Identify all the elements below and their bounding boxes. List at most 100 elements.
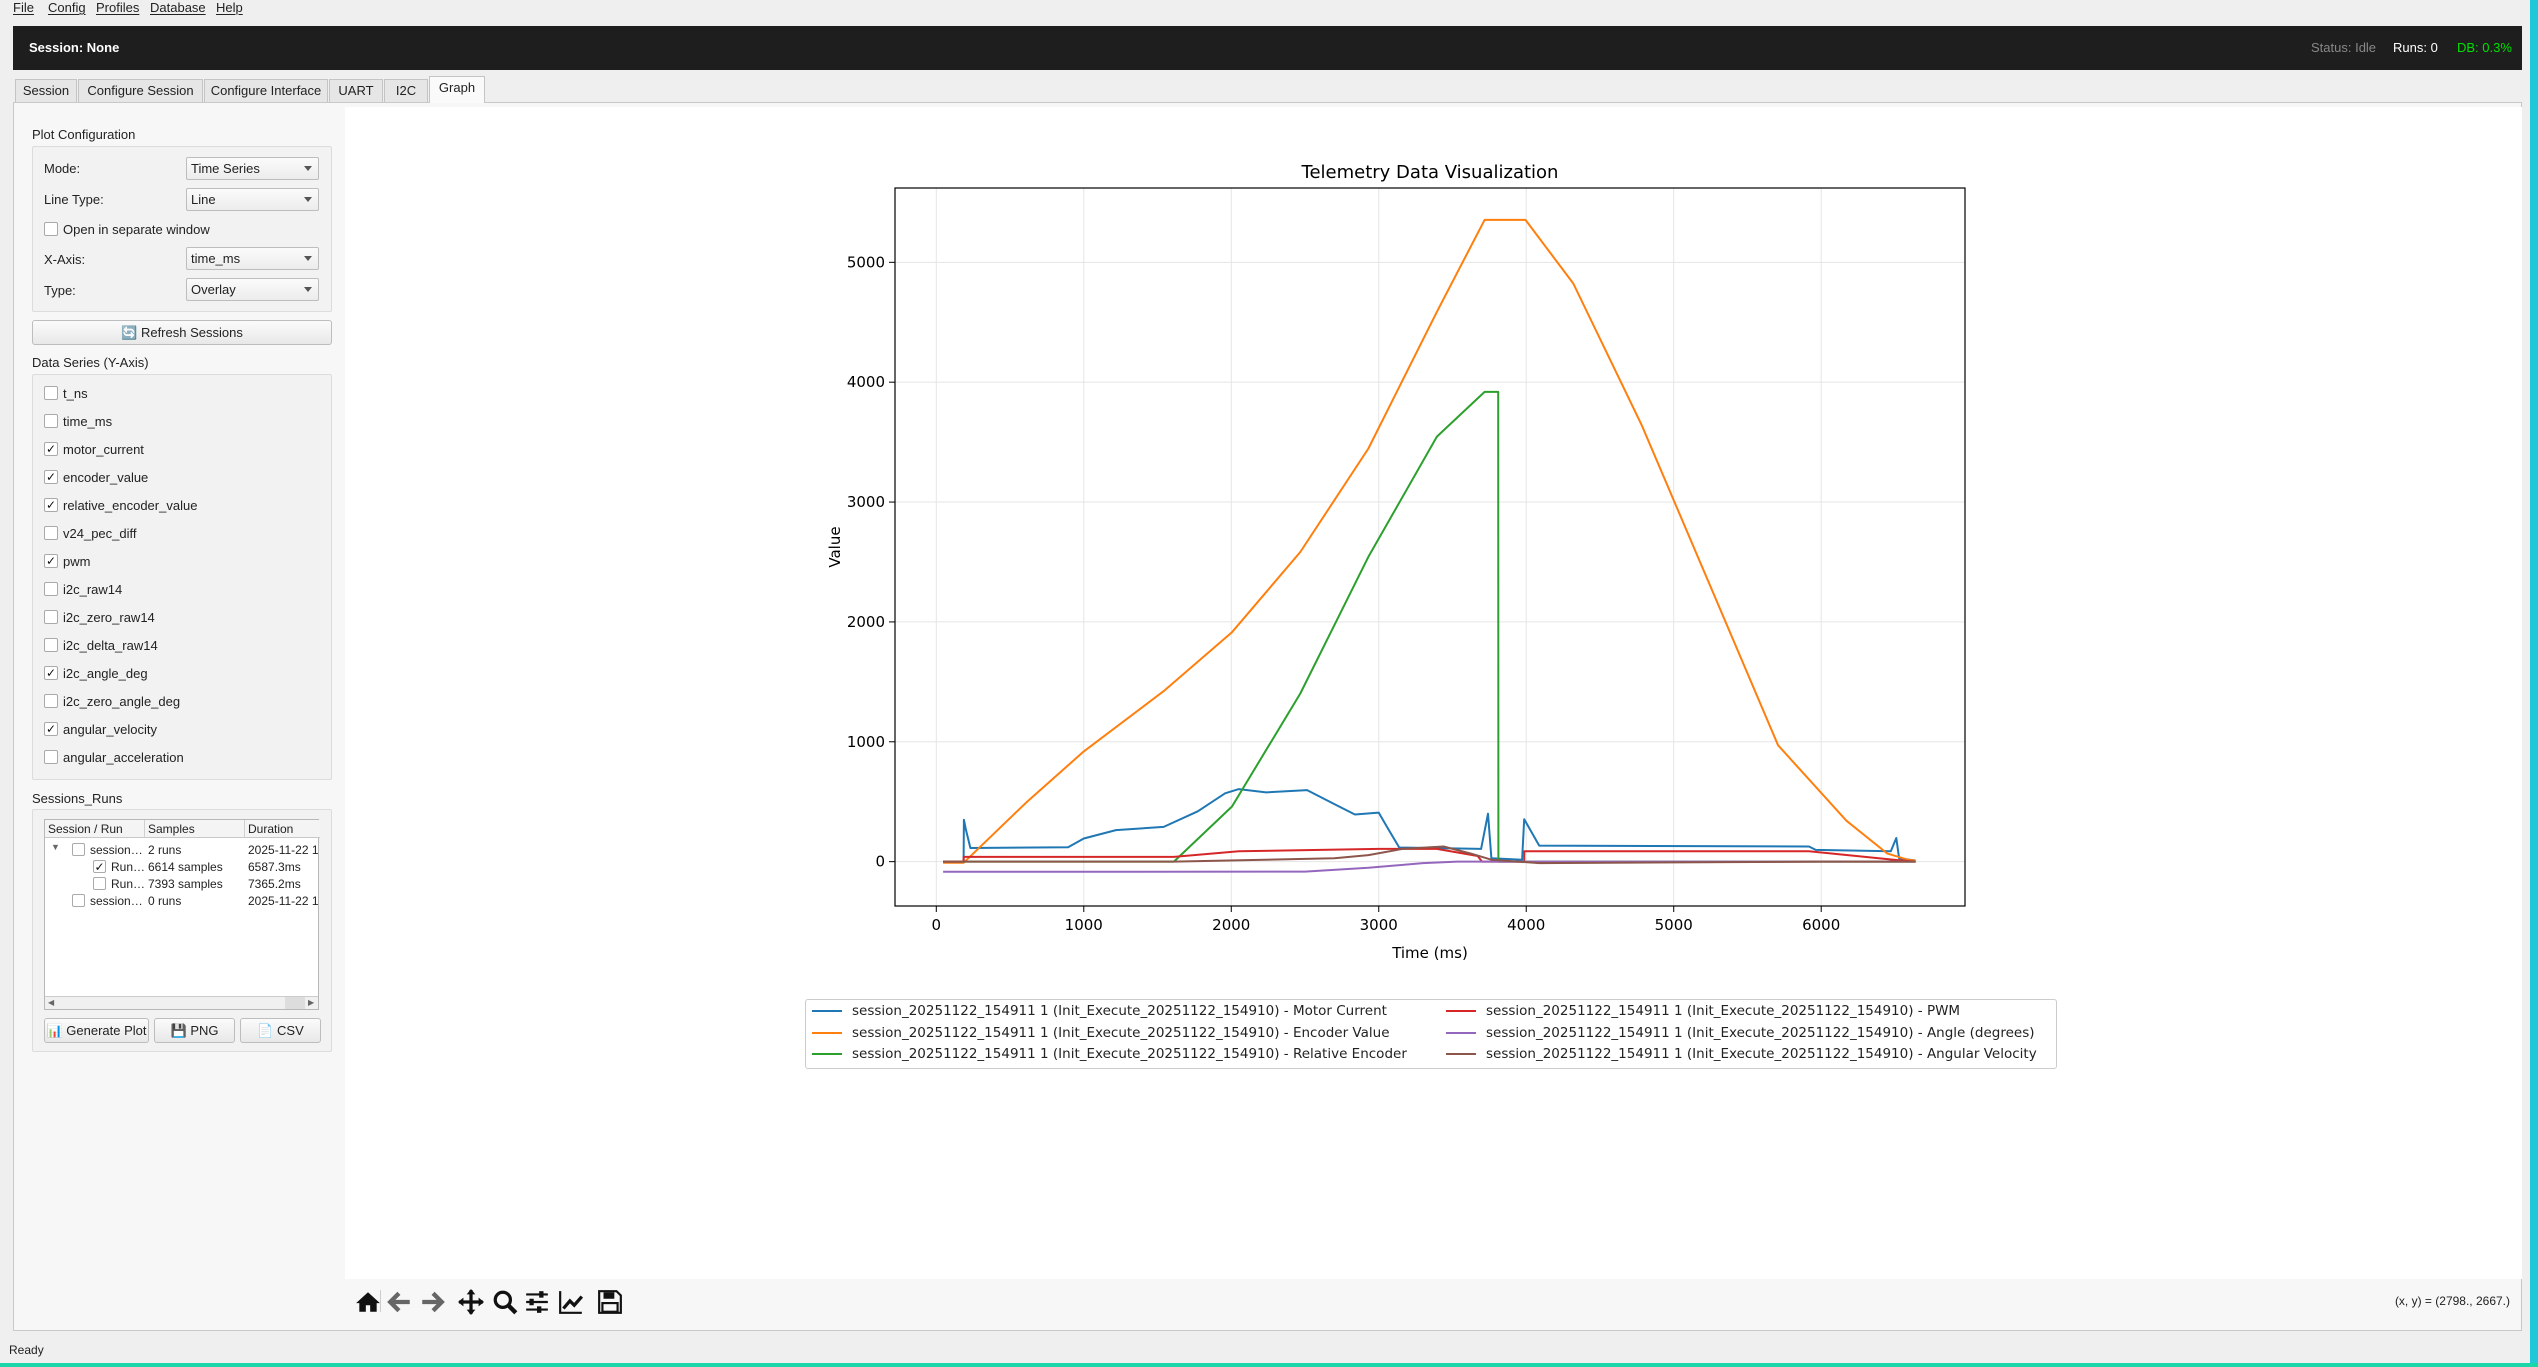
xaxis-label: X-Axis:: [44, 252, 86, 267]
png-button[interactable]: 💾 PNG: [154, 1018, 235, 1043]
series-label: i2c_delta_raw14: [63, 638, 158, 653]
series-checkbox-angular-velocity[interactable]: ✓: [44, 722, 58, 736]
x-tick-label: 1000: [1065, 916, 1103, 934]
menu-help[interactable]: Help: [216, 0, 243, 15]
column-session-run[interactable]: Session / Run: [45, 820, 145, 838]
status-text: Status: Idle: [2311, 40, 2377, 55]
run-checkbox[interactable]: [93, 877, 106, 890]
chevron-down-icon: [304, 166, 312, 171]
tree-row[interactable]: ✓ Run… 6614 samples 6587.3ms: [45, 859, 318, 876]
x-tick-label: 6000: [1802, 916, 1840, 934]
series-checkbox-v24-pec-diff[interactable]: [44, 526, 58, 540]
menu-file[interactable]: File: [13, 0, 34, 15]
forward-icon[interactable]: [419, 1289, 445, 1315]
menu-database[interactable]: Database: [150, 0, 206, 15]
series-label: i2c_zero_angle_deg: [63, 694, 181, 709]
series-line-4: [943, 860, 1916, 873]
type-select[interactable]: Overlay: [186, 278, 319, 301]
separate-window-checkbox[interactable]: [44, 222, 58, 236]
mode-label: Mode:: [44, 161, 81, 176]
configure-subplots-icon[interactable]: [524, 1289, 550, 1315]
series-label: i2c_raw14: [63, 582, 123, 597]
series-checkbox-i2c-zero-raw14[interactable]: [44, 610, 58, 624]
type-value: Overlay: [191, 282, 236, 297]
series-checkbox-t-ns[interactable]: [44, 386, 58, 400]
scroll-right-icon[interactable]: ▶: [308, 998, 315, 1007]
legend-swatch: [812, 1010, 842, 1012]
xaxis-select[interactable]: time_ms: [186, 247, 319, 270]
chevron-down-icon: [304, 256, 312, 261]
series-checkbox-relative-encoder-value[interactable]: ✓: [44, 498, 58, 512]
data-series-group: [32, 374, 332, 780]
telemetry-chart[interactable]: 0 1000 2000 3000 4000 5000 6000 0 1000 2000 3000 40…: [780, 150, 2080, 970]
series-label: i2c_angle_deg: [63, 666, 148, 681]
refresh-sessions-button[interactable]: 🔄 Refresh Sessions: [32, 320, 332, 345]
mode-value: Time Series: [191, 161, 260, 176]
series-checkbox-motor-current[interactable]: ✓: [44, 442, 58, 456]
row-samples: 2 runs: [148, 843, 182, 857]
column-duration[interactable]: Duration: [245, 820, 320, 838]
expand-arrow-icon[interactable]: ▼: [51, 842, 60, 852]
menu-profiles[interactable]: Profiles: [96, 0, 140, 15]
series-line-2: [943, 390, 1916, 863]
legend-swatch: [1446, 1053, 1476, 1055]
legend-entry: session_20251122_154911 1 (Init_Execute_…: [812, 1003, 1387, 1019]
y-tick-label: 1000: [847, 733, 885, 751]
x-tick-label: 5000: [1655, 916, 1693, 934]
pan-icon[interactable]: [458, 1289, 484, 1315]
legend-entry: session_20251122_154911 1 (Init_Execute_…: [1446, 1025, 2035, 1041]
scroll-left-icon[interactable]: ◀: [48, 998, 55, 1007]
tree-row[interactable]: Run… 7393 samples 7365.2ms: [45, 876, 318, 893]
save-icon[interactable]: [597, 1289, 623, 1315]
toolbar-divider: [380, 1290, 381, 1312]
plot-canvas[interactable]: [345, 107, 2522, 1279]
tab-configure-session[interactable]: Configure Session: [78, 79, 203, 102]
run-checkbox[interactable]: [72, 843, 85, 856]
series-label: i2c_zero_raw14: [63, 610, 155, 625]
zoom-icon[interactable]: [492, 1289, 518, 1315]
data-series-title: Data Series (Y-Axis): [32, 355, 149, 370]
tree-row[interactable]: ▼ session… 2 runs 2025-11-22 1·: [45, 842, 318, 859]
run-checkbox[interactable]: [72, 894, 85, 907]
series-checkbox-time-ms[interactable]: [44, 414, 58, 428]
edit-axes-icon[interactable]: [558, 1289, 584, 1315]
tab-session[interactable]: Session: [15, 79, 77, 102]
generate-plot-button[interactable]: 📊 Generate Plot: [44, 1018, 149, 1043]
home-icon[interactable]: [355, 1289, 381, 1315]
mode-select[interactable]: Time Series: [186, 157, 319, 180]
legend-label: session_20251122_154911 1 (Init_Execute_…: [852, 1046, 1407, 1062]
series-checkbox-angular-acceleration[interactable]: [44, 750, 58, 764]
series-label: v24_pec_diff: [63, 526, 137, 541]
series-checkbox-i2c-raw14[interactable]: [44, 582, 58, 596]
series-checkbox-encoder-value[interactable]: ✓: [44, 470, 58, 484]
scrollbar-thumb[interactable]: [285, 997, 305, 1009]
run-checkbox[interactable]: ✓: [93, 860, 106, 874]
column-samples[interactable]: Samples: [145, 820, 245, 838]
back-icon[interactable]: [387, 1289, 413, 1315]
separate-window-label: Open in separate window: [63, 222, 210, 237]
tab-uart[interactable]: UART: [329, 79, 383, 102]
tab-i2c[interactable]: I2C: [384, 79, 428, 102]
cursor-coordinates: (x, y) = (2798., 2667.): [2394, 1294, 2510, 1308]
series-line-1: [943, 218, 1916, 864]
menu-config[interactable]: Config: [48, 0, 86, 15]
series-label: encoder_value: [63, 470, 149, 485]
csv-button[interactable]: 📄 CSV: [240, 1018, 321, 1043]
series-checkbox-pwm[interactable]: ✓: [44, 554, 58, 568]
series-checkbox-i2c-angle-deg[interactable]: ✓: [44, 666, 58, 680]
line-type-label: Line Type:: [44, 192, 104, 207]
tree-row[interactable]: session… 0 runs 2025-11-22 1·: [45, 893, 318, 910]
legend-swatch: [812, 1053, 842, 1055]
sessions-tree[interactable]: Session / Run Samples Duration ▼ session……: [44, 819, 320, 1010]
window-border: [2530, 0, 2538, 1367]
type-label: Type:: [44, 283, 76, 298]
series-checkbox-i2c-zero-angle-deg[interactable]: [44, 694, 58, 708]
tab-graph[interactable]: Graph: [429, 76, 485, 103]
refresh-icon: 🔄: [121, 325, 138, 340]
line-type-select[interactable]: Line: [186, 188, 319, 211]
series-checkbox-i2c-delta-raw14[interactable]: [44, 638, 58, 652]
document-icon: 📄: [257, 1023, 274, 1038]
horizontal-scrollbar[interactable]: ◀ ▶: [45, 996, 318, 1009]
tab-configure-interface[interactable]: Configure Interface: [204, 79, 328, 102]
session-header: Session: None Status: Idle Runs: 0 DB: 0…: [13, 26, 2522, 70]
